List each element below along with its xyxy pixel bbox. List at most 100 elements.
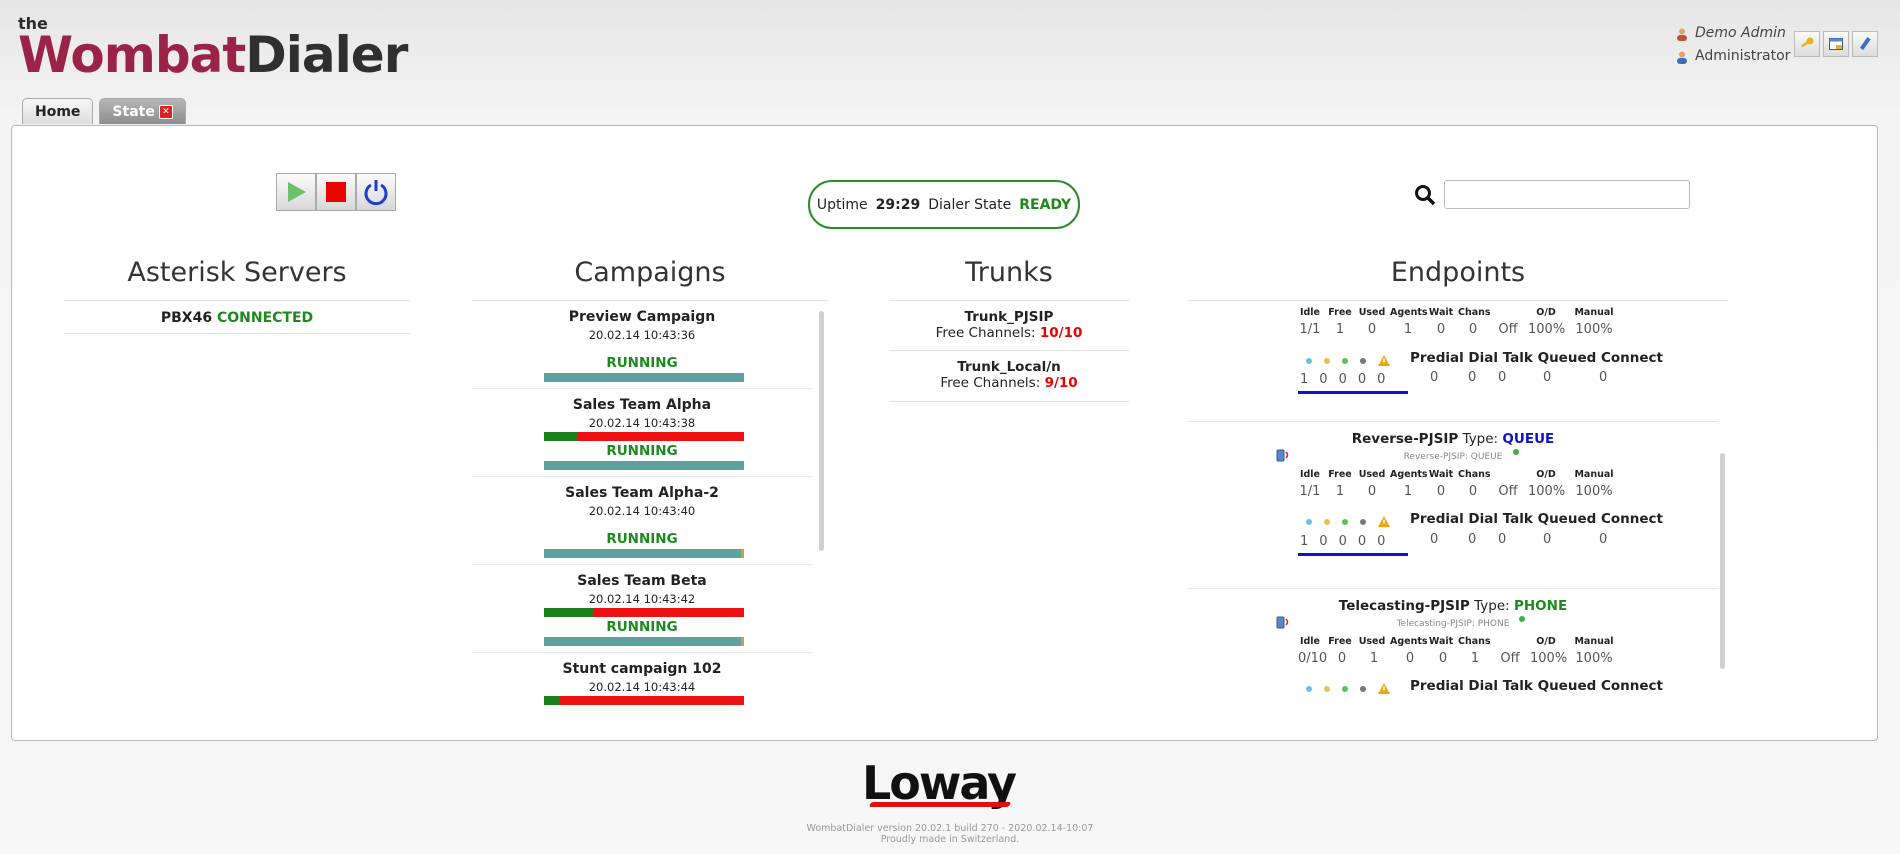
count-value: 0 xyxy=(1319,372,1328,387)
asterisk-servers-title: Asterisk Servers xyxy=(127,257,347,288)
stop-icon xyxy=(326,182,346,202)
header-agents: Agents xyxy=(1390,469,1428,480)
count-value: 0 xyxy=(1357,372,1367,387)
stat-od: 100% xyxy=(1528,484,1566,499)
free-channels-label: Free Channels: xyxy=(935,325,1036,341)
power-button[interactable] xyxy=(356,173,396,211)
predial-label: Predial Dial Talk Queued Connect xyxy=(1410,678,1663,694)
campaign-progress-bar xyxy=(544,608,744,617)
dot-icon xyxy=(1342,518,1348,525)
campaign-item[interactable]: Preview Campaign 20.02.14 10:43:36 RUNNI… xyxy=(472,301,812,389)
loway-logo: Loway xyxy=(862,760,1030,812)
stat-chans: 0 xyxy=(1468,484,1478,499)
user-info: Demo Admin Administrator xyxy=(1675,22,1790,68)
search-area xyxy=(1414,180,1690,209)
header-idle: Idle xyxy=(1299,469,1321,480)
campaign-progress-bar xyxy=(544,432,744,441)
count-value: 0 xyxy=(1377,372,1386,387)
tab-state[interactable]: State ✕ xyxy=(99,98,186,124)
user-role: Administrator xyxy=(1695,48,1791,64)
predial-value: 0 xyxy=(1430,532,1439,547)
stat-off: Off xyxy=(1498,484,1518,499)
predial-label: Predial Dial Talk Queued Connect xyxy=(1410,511,1663,527)
edit-button[interactable] xyxy=(1852,31,1878,57)
dot-icon xyxy=(1324,518,1330,525)
trunks-title: Trunks xyxy=(965,257,1053,288)
divider xyxy=(1188,300,1728,301)
dot-icon xyxy=(1306,685,1312,692)
server-name: PBX46 xyxy=(160,310,213,326)
logo-swoosh xyxy=(868,802,1012,807)
admin-icon xyxy=(1677,51,1687,64)
window-button[interactable] xyxy=(1823,31,1849,57)
stat-free: 1 xyxy=(1335,484,1345,499)
dialer-status: Uptime 29:29 Dialer State READY xyxy=(808,180,1080,229)
endpoint-item[interactable]: Telecasting-PJSIP Type: PHONE Telecastin… xyxy=(1188,589,1718,707)
play-icon xyxy=(288,182,306,202)
version-text: WombatDialer version 20.02.1 build 270 -… xyxy=(806,823,1094,834)
header-idle: Idle xyxy=(1299,636,1321,647)
state-counts: 1 0 0 0 0 xyxy=(1300,372,1385,387)
trunk-item[interactable]: Trunk_Local/n Free Channels: 9/10 xyxy=(889,359,1129,402)
trunk-item[interactable]: Trunk_PJSIP Free Channels: 10/10 xyxy=(889,309,1129,351)
stat-chans: 1 xyxy=(1470,651,1480,666)
campaign-item[interactable]: Stunt campaign 102 20.02.14 10:43:44 xyxy=(472,653,812,707)
campaign-status: RUNNING xyxy=(606,443,678,459)
divider xyxy=(64,300,410,301)
dot-icon xyxy=(1360,685,1366,692)
stat-od: 100% xyxy=(1530,651,1568,666)
header-chans: Chans xyxy=(1458,307,1491,318)
status-dot-icon xyxy=(1513,449,1519,455)
server-row[interactable]: PBX46 CONNECTED xyxy=(64,310,410,326)
close-tab-icon[interactable]: ✕ xyxy=(158,104,173,119)
endpoints-scrollbar[interactable] xyxy=(1720,453,1725,669)
dot-icon xyxy=(1324,357,1330,364)
header-manual: Manual xyxy=(1574,469,1614,480)
state-dots xyxy=(1306,683,1390,694)
campaign-time: 20.02.14 10:43:40 xyxy=(588,504,696,518)
dot-icon xyxy=(1306,357,1312,364)
connect-value: 0 xyxy=(1599,532,1608,547)
stat-idle: 0/10 xyxy=(1298,651,1328,666)
search-input[interactable] xyxy=(1444,180,1690,209)
tab-home[interactable]: Home xyxy=(22,98,94,124)
header-wait: Wait xyxy=(1428,469,1454,480)
endpoints-title: Endpoints xyxy=(1390,257,1526,288)
user-icon xyxy=(1677,28,1687,41)
header-used: Used xyxy=(1358,307,1386,318)
stop-button[interactable] xyxy=(316,173,356,211)
start-button[interactable] xyxy=(276,173,316,211)
count-value: 0 xyxy=(1377,534,1386,549)
campaign-item[interactable]: Sales Team Alpha-2 20.02.14 10:43:40 RUN… xyxy=(472,477,812,565)
talk-value: 0 xyxy=(1498,532,1507,547)
queued-value: 0 xyxy=(1543,532,1552,547)
trunk-name: Trunk_Local/n xyxy=(957,359,1061,375)
uptime-value: 29:29 xyxy=(875,196,921,213)
stat-off: Off xyxy=(1498,322,1518,337)
campaigns-title: Campaigns xyxy=(574,257,726,288)
logo-prefix: the xyxy=(18,14,48,33)
campaign-name: Sales Team Beta xyxy=(577,573,707,589)
bar-tip xyxy=(741,637,744,646)
stat-wait: 0 xyxy=(1438,651,1448,666)
endpoint-item[interactable]: Reverse-PJSIP Type: QUEUE Reverse-PJSIP:… xyxy=(1188,422,1718,589)
header-agents: Agents xyxy=(1390,636,1428,647)
endpoint-subtitle: Reverse-PJSIP: QUEUE xyxy=(1403,452,1503,462)
search-icon xyxy=(1415,184,1436,205)
campaign-activity-bar xyxy=(544,549,744,558)
endpoint-item[interactable]: Idle Free Used Agents Wait Chans O/D Man… xyxy=(1188,301,1718,422)
campaigns-scrollbar[interactable] xyxy=(819,311,824,551)
header-idle: Idle xyxy=(1299,307,1321,318)
header-od: O/D xyxy=(1536,307,1556,318)
campaign-item[interactable]: Sales Team Alpha 20.02.14 10:43:38 RUNNI… xyxy=(472,389,812,477)
key-button[interactable] xyxy=(1794,31,1820,57)
connect-value: 0 xyxy=(1599,370,1608,385)
queued-value: 0 xyxy=(1543,370,1552,385)
dialer-controls xyxy=(276,173,396,211)
dial-value: 0 xyxy=(1468,370,1477,385)
campaign-item[interactable]: Sales Team Beta 20.02.14 10:43:42 RUNNIN… xyxy=(472,565,812,653)
campaign-time: 20.02.14 10:43:38 xyxy=(588,416,696,430)
header-toolbar xyxy=(1794,31,1878,57)
logo-word-wombat: Wombat xyxy=(18,26,246,84)
campaign-status: RUNNING xyxy=(606,355,678,371)
